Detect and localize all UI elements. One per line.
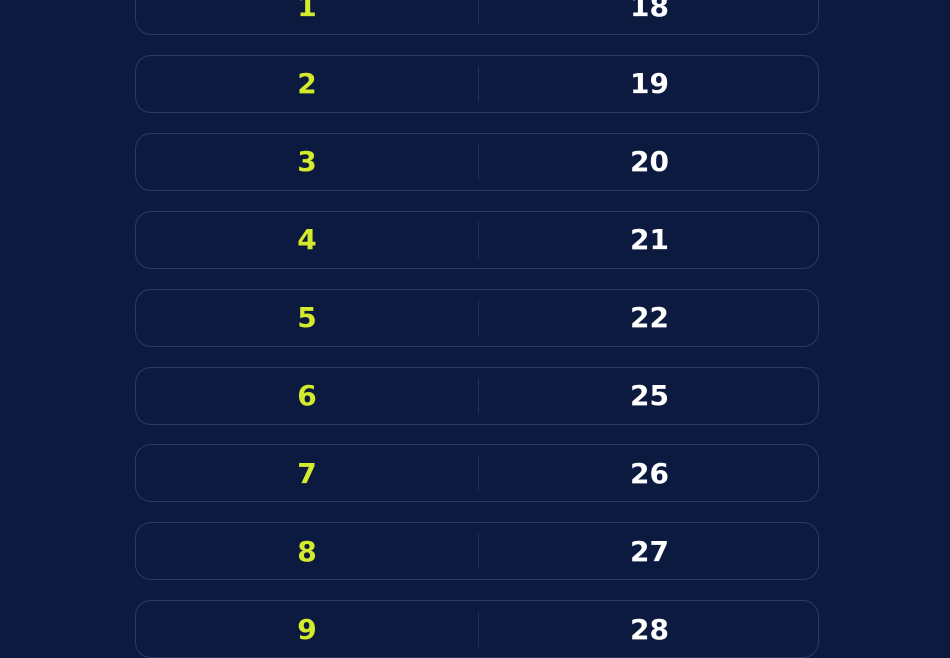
row-index: 2 (297, 67, 317, 101)
row-value: 22 (630, 301, 669, 335)
column-divider (478, 143, 479, 180)
row-value: 19 (630, 67, 669, 101)
row-value: 20 (630, 145, 669, 179)
row-value: 28 (630, 612, 669, 646)
column-divider (478, 221, 479, 258)
table-row[interactable]: 4 21 (135, 210, 819, 269)
row-value: 27 (630, 534, 669, 568)
column-divider (478, 299, 479, 336)
table-row[interactable]: 6 25 (135, 366, 819, 425)
row-index: 1 (297, 0, 317, 23)
row-index: 8 (297, 534, 317, 568)
column-divider (478, 65, 479, 102)
row-index: 6 (297, 379, 317, 412)
row-index: 3 (297, 145, 317, 179)
column-divider (478, 455, 479, 492)
table-row[interactable]: 5 22 (135, 288, 819, 347)
column-divider (478, 0, 479, 24)
table-row[interactable]: 7 26 (135, 444, 819, 503)
table-row[interactable]: 9 28 (135, 600, 819, 658)
row-index: 9 (297, 612, 317, 646)
row-value: 21 (630, 223, 669, 257)
column-divider (478, 533, 479, 570)
table-row[interactable]: 1 18 (135, 0, 819, 35)
row-value: 25 (630, 379, 669, 412)
row-index: 4 (297, 223, 317, 257)
column-divider (478, 377, 479, 414)
row-index: 7 (297, 456, 317, 490)
table-row[interactable]: 3 20 (135, 132, 819, 191)
row-index: 5 (297, 301, 317, 335)
table-row[interactable]: 2 19 (135, 54, 819, 113)
row-value: 18 (630, 0, 669, 23)
table-row[interactable]: 8 27 (135, 522, 819, 581)
row-value: 26 (630, 456, 669, 490)
column-divider (478, 611, 479, 648)
